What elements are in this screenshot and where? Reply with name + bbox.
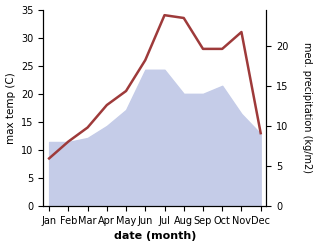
X-axis label: date (month): date (month) (114, 231, 196, 242)
Y-axis label: max temp (C): max temp (C) (5, 72, 16, 144)
Y-axis label: med. precipitation (kg/m2): med. precipitation (kg/m2) (302, 42, 313, 173)
